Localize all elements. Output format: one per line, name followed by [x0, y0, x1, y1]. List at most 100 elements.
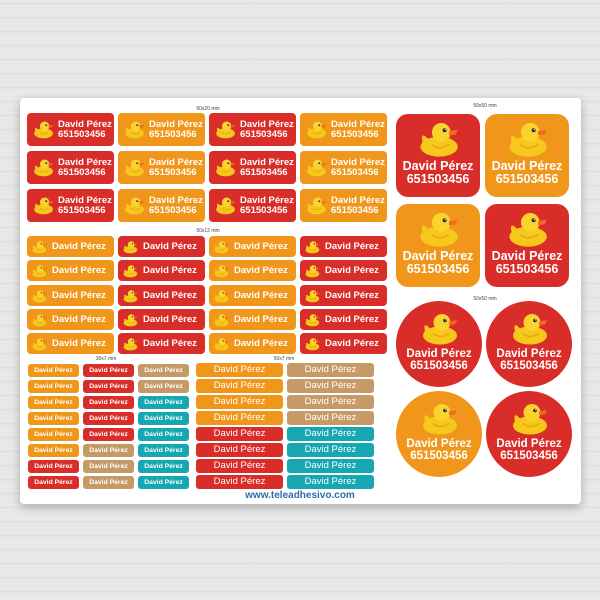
label-50x7: David Pérez — [287, 379, 374, 393]
label-name: David Pérez — [304, 380, 357, 392]
label-50x7: David Pérez — [196, 459, 283, 473]
rubber-duck-icon — [32, 240, 47, 253]
label-text: David Pérez — [305, 365, 357, 375]
label-name: David Pérez — [34, 430, 73, 438]
rubber-duck-icon — [305, 313, 320, 326]
label-text: David Pérez 651503456 — [240, 195, 294, 216]
label-name: David Pérez — [331, 156, 385, 168]
label-50x12: David Pérez — [27, 309, 114, 330]
rubber-duck-icon — [216, 159, 235, 177]
label-50x7: David Pérez — [287, 475, 374, 489]
label-30x7: David Pérez — [138, 396, 189, 409]
label-text: David Pérez — [144, 383, 183, 390]
label-name: David Pérez — [34, 446, 73, 454]
label-name: David Pérez — [213, 476, 266, 488]
size-caption: 50x12 mm — [196, 228, 220, 234]
label-50x7: David Pérez — [196, 443, 283, 457]
label-30x7: David Pérez — [83, 364, 134, 377]
size-caption: 50x50 mm — [473, 103, 497, 109]
label-30x7: David Pérez — [28, 428, 79, 441]
label-text: David Pérez — [144, 415, 183, 422]
label-name: David Pérez — [34, 414, 73, 422]
label-text: David Pérez 651503456 — [331, 156, 385, 178]
label-50x12: David Pérez — [209, 333, 296, 354]
rubber-duck-icon — [34, 121, 53, 139]
rubber-duck-icon — [513, 314, 547, 345]
label-text: David Pérez — [89, 431, 128, 438]
label-text: David Pérez — [305, 413, 357, 423]
label-phone: 651503456 — [331, 128, 379, 140]
label-50x7: David Pérez — [287, 395, 374, 409]
label-phone: 651503456 — [410, 450, 468, 463]
label-name: David Pérez — [89, 366, 128, 374]
rubber-duck-icon — [214, 289, 229, 302]
label-50x7: David Pérez — [196, 411, 283, 425]
rubber-duck-icon — [34, 197, 53, 215]
label-square: David Pérez 651503456 — [396, 114, 480, 197]
label-text: David Pérez 651503456 — [240, 119, 294, 140]
label-name: David Pérez — [331, 194, 385, 206]
label-name: David Pérez — [144, 382, 183, 390]
rubber-duck-icon — [32, 264, 47, 277]
label-name: David Pérez — [406, 438, 472, 450]
label-name: David Pérez — [52, 240, 106, 252]
label-phone: 651503456 — [58, 128, 106, 140]
label-text: David Pérez — [305, 445, 357, 455]
label-text: David Pérez 651503456 — [149, 194, 203, 216]
label-name: David Pérez — [89, 430, 128, 438]
rubber-duck-icon — [123, 240, 138, 253]
label-text: David Pérez — [325, 241, 379, 252]
label-50x7: David Pérez — [196, 475, 283, 489]
label-50x20: David Pérez 651503456 — [300, 113, 387, 146]
label-name: David Pérez — [34, 366, 73, 374]
label-text: David Pérez 651503456 — [149, 157, 203, 178]
label-50x7: David Pérez — [196, 379, 283, 393]
label-50x12: David Pérez — [27, 260, 114, 281]
label-name: David Pérez — [143, 313, 197, 325]
label-name: David Pérez — [144, 414, 183, 422]
label-text: David Pérez 651503456 — [403, 159, 474, 186]
label-50x12: David Pérez — [27, 236, 114, 257]
label-30x7: David Pérez — [138, 380, 189, 393]
label-50x7: David Pérez — [287, 443, 374, 457]
label-name: David Pérez — [491, 159, 563, 173]
label-name: David Pérez — [149, 118, 203, 130]
label-50x7: David Pérez — [287, 363, 374, 377]
label-30x7: David Pérez — [83, 380, 134, 393]
rubber-duck-icon — [216, 121, 235, 139]
label-name: David Pérez — [144, 462, 183, 470]
label-text: David Pérez — [52, 289, 106, 301]
label-text: David Pérez — [144, 463, 183, 470]
label-phone: 651503456 — [410, 360, 468, 373]
label-text: David Pérez — [143, 338, 197, 349]
label-text: David Pérez — [89, 447, 128, 454]
rubber-duck-icon — [125, 197, 144, 215]
label-name: David Pérez — [52, 289, 106, 301]
label-phone: 651503456 — [149, 166, 197, 178]
label-text: David Pérez — [143, 241, 197, 252]
label-name: David Pérez — [331, 118, 385, 130]
label-name: David Pérez — [213, 444, 266, 456]
label-50x20: David Pérez 651503456 — [118, 189, 205, 222]
label-name: David Pérez — [89, 398, 128, 406]
label-30x7: David Pérez — [138, 364, 189, 377]
label-name: David Pérez — [213, 396, 266, 408]
label-text: David Pérez — [214, 429, 266, 439]
label-text: David Pérez 651503456 — [58, 157, 112, 178]
website-url: www.teleadhesivo.com — [245, 490, 355, 501]
rubber-duck-icon — [307, 159, 326, 177]
label-phone: 651503456 — [500, 450, 558, 463]
label-50x7: David Pérez — [196, 395, 283, 409]
label-text: David Pérez — [144, 399, 183, 406]
label-name: David Pérez — [240, 156, 294, 168]
rubber-duck-icon — [32, 313, 47, 326]
label-50x20: David Pérez 651503456 — [300, 151, 387, 184]
label-text: David Pérez — [234, 314, 288, 325]
label-text: David Pérez — [34, 463, 73, 470]
label-name: David Pérez — [34, 478, 73, 486]
label-name: David Pérez — [149, 194, 203, 206]
label-text: David Pérez — [144, 479, 183, 486]
label-name: David Pérez — [144, 446, 183, 454]
rubber-duck-icon — [307, 121, 326, 139]
label-text: David Pérez — [144, 367, 183, 374]
